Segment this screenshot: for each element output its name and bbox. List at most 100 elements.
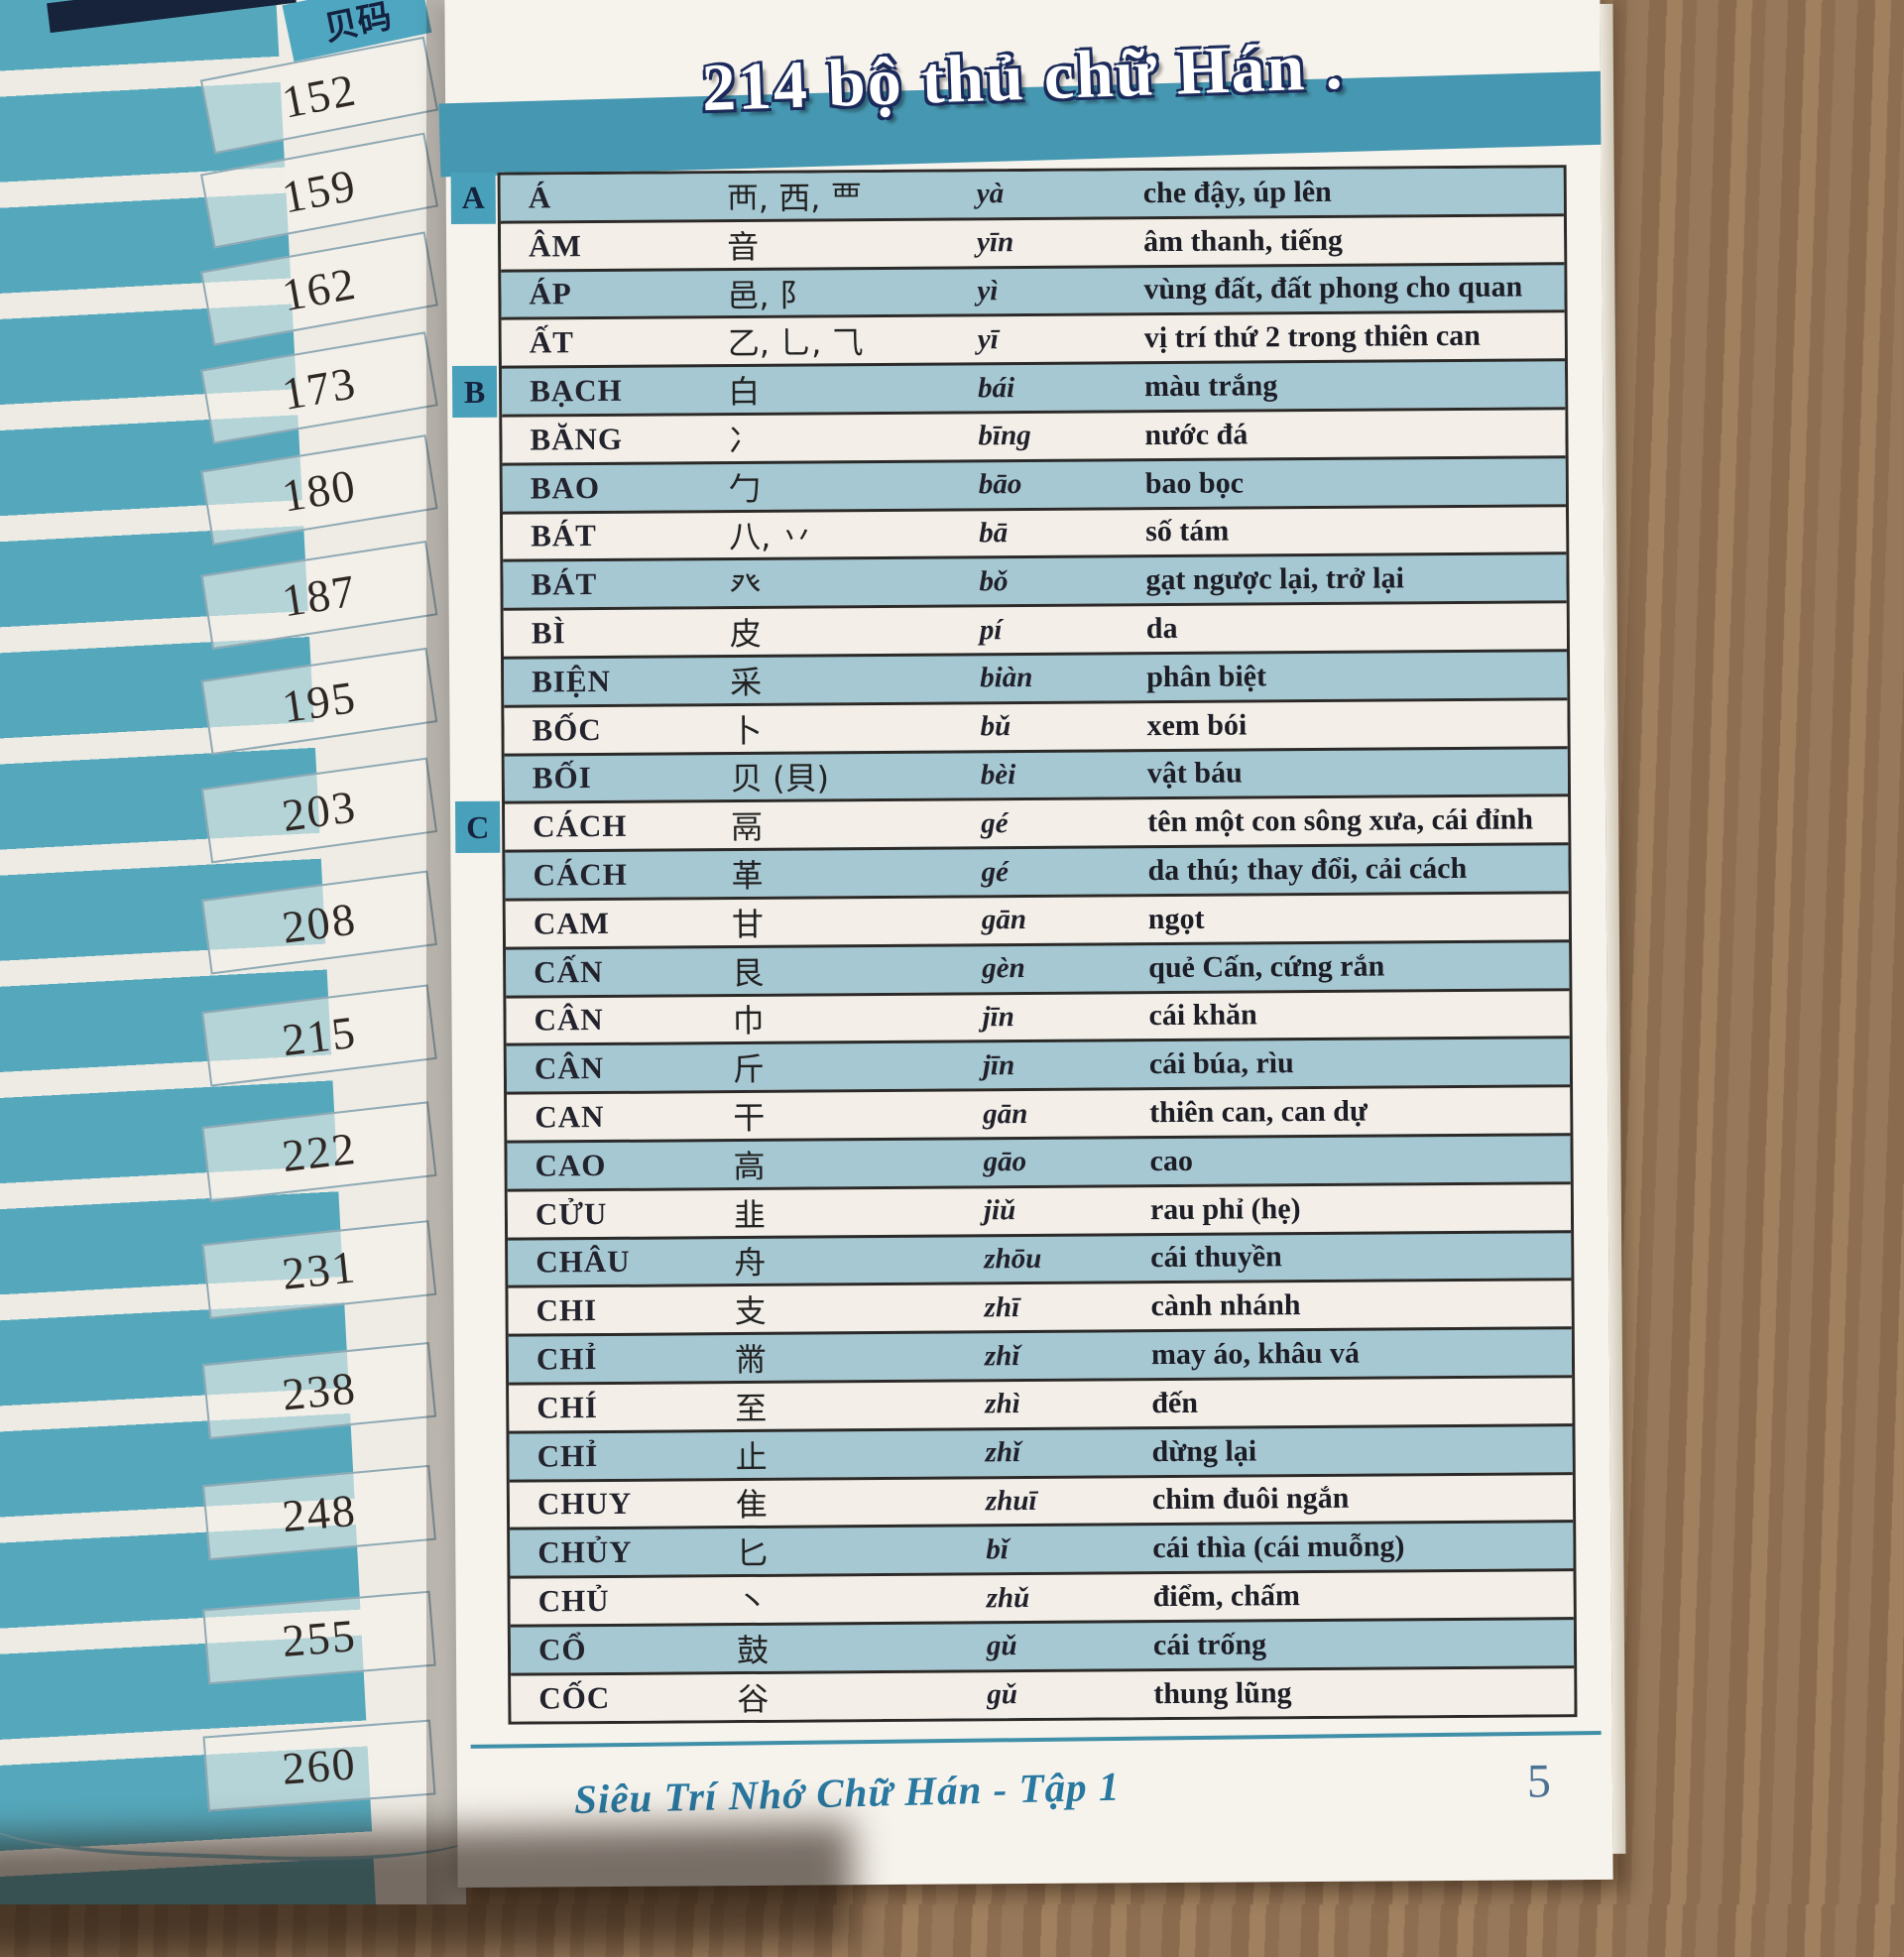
- radical-pinyin: bīng: [978, 420, 1031, 452]
- radical-meaning: quẻ Cấn, cứng rắn: [1148, 949, 1385, 984]
- radical-hanzi: 斤: [732, 1050, 766, 1089]
- radical-hanzi: 谷: [737, 1679, 770, 1718]
- radical-row: BÌ 皮 pí da: [503, 600, 1567, 657]
- page-number-label: 255: [280, 1609, 359, 1666]
- page-number-box: 195: [200, 648, 438, 756]
- radical-meaning: âm thanh, tiếng: [1142, 223, 1344, 258]
- radical-row: BỐC 卜 bǔ xem bói: [504, 696, 1568, 754]
- page-number-box: 222: [201, 1101, 437, 1202]
- radical-pinyin: pí: [979, 613, 1003, 646]
- radical-hanzi: 艮: [732, 953, 765, 992]
- radical-row: BIỆN 采 biàn phân biệt: [503, 649, 1568, 705]
- page-number-label: 231: [280, 1240, 359, 1299]
- radical-pinyin: gèn: [982, 952, 1025, 985]
- radical-pinyin: bǔ: [980, 710, 1012, 743]
- radical-row: CÂN 斤 jīn cái búa, rìu: [506, 1036, 1571, 1092]
- radical-hanzi: 冫: [728, 421, 761, 459]
- radical-hanzi: 鬲: [731, 808, 764, 847]
- radical-hanzi: 勹: [728, 469, 761, 508]
- radical-hanzi: 鼓: [736, 1631, 770, 1669]
- radical-meaning: cái thuyền: [1150, 1240, 1282, 1275]
- radical-name: CỔ: [537, 1631, 587, 1667]
- page-number-label: 208: [279, 892, 360, 952]
- page-number-label: 180: [278, 459, 361, 522]
- radical-name: ÂM: [528, 227, 582, 264]
- radical-name: BAO: [530, 469, 601, 506]
- radical-meaning: chim đuôi ngắn: [1151, 1482, 1350, 1517]
- page-number-label: 203: [279, 780, 360, 841]
- page-number-box: 159: [199, 132, 439, 249]
- page-number-box: 238: [201, 1341, 437, 1439]
- page-number-box: 231: [201, 1220, 437, 1320]
- radical-name: BÁT: [531, 566, 598, 602]
- radical-hanzi: 贝 (貝): [730, 759, 830, 798]
- radical-name: CHỈ: [536, 1341, 598, 1377]
- radical-row: CHỦY 匕 bǐ cái thìa (cái muỗng): [510, 1520, 1574, 1576]
- radical-pinyin: yīn: [976, 226, 1014, 259]
- radical-hanzi: 黹: [734, 1340, 768, 1380]
- radical-hanzi: 丶: [736, 1582, 769, 1622]
- radical-pinyin: gān: [983, 1097, 1028, 1130]
- radical-pinyin: yī: [977, 322, 999, 356]
- radical-name: BỐC: [532, 711, 602, 748]
- radical-name: ẤT: [529, 324, 574, 360]
- page-number-label: 152: [278, 62, 361, 128]
- radical-pinyin: gān: [981, 904, 1027, 936]
- radical-hanzi: 匕: [736, 1534, 769, 1573]
- radical-pinyin: gāo: [983, 1146, 1027, 1178]
- radical-row: CHỦ 丶 zhǔ điểm, chấm: [510, 1568, 1574, 1625]
- radical-meaning: cái thìa (cái muỗng): [1152, 1529, 1405, 1565]
- radical-hanzi: 邑, 阝: [727, 276, 811, 314]
- radical-name: CÁCH: [533, 808, 628, 844]
- radical-row: ÁP 邑, 阝 yì vùng đất, đất phong cho quan: [501, 261, 1565, 318]
- radical-name: CAO: [535, 1147, 607, 1183]
- radical-hanzi: 采: [730, 663, 763, 701]
- page-number-label: 215: [279, 1006, 360, 1065]
- radical-meaning: cao: [1149, 1144, 1194, 1177]
- radical-pinyin: gé: [981, 806, 1009, 840]
- radical-name: BIỆN: [532, 663, 612, 699]
- radical-row: CHUY 隹 zhuī chim đuôi ngắn: [509, 1471, 1574, 1528]
- radical-pinyin: zhōu: [984, 1242, 1042, 1276]
- radical-meaning: vật báu: [1146, 756, 1243, 791]
- radical-meaning: đến: [1151, 1386, 1199, 1419]
- radical-row: CÂN 巾 jīn cái khăn: [506, 987, 1570, 1044]
- radical-pinyin: biàn: [980, 662, 1033, 694]
- radical-name: BÁT: [531, 518, 598, 553]
- radical-pinyin: bái: [978, 371, 1015, 404]
- radical-name: BẠCH: [530, 372, 623, 409]
- radical-hanzi: 卜: [730, 711, 763, 750]
- radical-row: CHI 支 zhī cành nhánh: [508, 1278, 1572, 1334]
- radical-row: CAN 干 gān thiên can, can dự: [507, 1084, 1571, 1141]
- radical-meaning: da thú; thay đổi, cải cách: [1147, 851, 1468, 888]
- radical-row: BÁT 八, 丷 bā số tám: [502, 503, 1567, 560]
- radical-pinyin: bǒ: [979, 564, 1009, 598]
- radical-row: CHỈ 止 zhǐ dừng lại: [509, 1422, 1573, 1480]
- section-letter: B: [451, 365, 498, 419]
- section-letter: A: [450, 172, 496, 224]
- radical-row: BÁT 癶 bǒ gạt ngược lại, trở lại: [503, 551, 1567, 608]
- radical-name: CHÂU: [536, 1244, 631, 1280]
- radical-meaning: vùng đất, đất phong cho quan: [1143, 270, 1523, 306]
- radical-row: Á 襾, 西, 覀 yà che đậy, úp lên A: [450, 168, 1564, 224]
- radical-pinyin: yà: [976, 178, 1005, 210]
- radical-hanzi: 白: [728, 372, 761, 412]
- radical-meaning: dừng lại: [1151, 1434, 1257, 1468]
- radical-row: BAO 勹 bāo bao bọc: [502, 454, 1566, 512]
- radical-pinyin: zhì: [985, 1388, 1020, 1420]
- radical-name: CHỈ: [536, 1437, 599, 1474]
- radical-row: ÂM 音 yīn âm thanh, tiếng: [500, 213, 1565, 270]
- page-number-box: 180: [200, 434, 438, 547]
- page-number-label: 238: [280, 1361, 359, 1419]
- page-number-label: 173: [278, 356, 361, 420]
- radical-meaning: tên một con sông xưa, cái đỉnh: [1147, 802, 1534, 839]
- radical-name: CÂN: [534, 1050, 605, 1086]
- radical-name: CHI: [536, 1292, 598, 1328]
- previous-page: 贝码 152 159 162 173 180 187 195 203 208 2…: [0, 0, 466, 1904]
- radical-name: BĂNG: [530, 421, 624, 457]
- radical-name: ÁP: [529, 276, 572, 311]
- radical-hanzi: 巾: [732, 1002, 765, 1040]
- radical-meaning: phân biệt: [1146, 660, 1267, 694]
- page-number-box: 203: [200, 757, 438, 864]
- radical-meaning: bao bọc: [1144, 466, 1245, 500]
